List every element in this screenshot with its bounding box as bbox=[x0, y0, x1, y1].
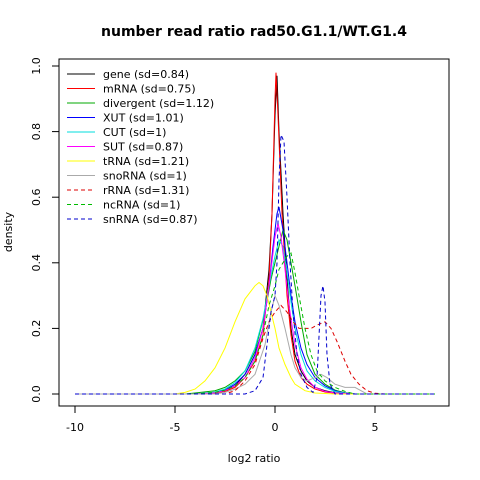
y-tick-label: 0.0 bbox=[30, 385, 43, 403]
x-tick-label: -10 bbox=[66, 421, 84, 434]
legend-label: ncRNA (sd=1) bbox=[103, 199, 180, 212]
series-layer bbox=[75, 72, 435, 395]
legend-label: CUT (sd=1) bbox=[103, 126, 166, 139]
x-tick-label: 0 bbox=[272, 421, 279, 434]
legend-label: XUT (sd=1.01) bbox=[103, 112, 184, 125]
series-line-3 bbox=[75, 206, 435, 395]
legend-label: rRNA (sd=1.31) bbox=[103, 184, 189, 197]
x-tick-label: 5 bbox=[372, 421, 379, 434]
y-axis: 0.0 0.2 0.4 0.6 0.8 1.0 bbox=[30, 57, 60, 403]
legend-label: divergent (sd=1.12) bbox=[103, 97, 214, 110]
y-tick-label: 0.2 bbox=[30, 320, 43, 338]
y-axis-label: density bbox=[2, 211, 15, 252]
legend-label: SUT (sd=0.87) bbox=[103, 141, 183, 154]
series-line-6 bbox=[75, 281, 435, 395]
y-tick-label: 0.8 bbox=[30, 123, 43, 141]
series-line-4 bbox=[75, 238, 435, 395]
legend-label: snoRNA (sd=1) bbox=[103, 170, 187, 183]
legend: gene (sd=0.84) mRNA (sd=0.75)divergent (s… bbox=[67, 68, 214, 226]
y-tick-label: 0.4 bbox=[30, 254, 43, 272]
legend-label: gene (sd=0.84) bbox=[103, 68, 189, 81]
series-line-7 bbox=[75, 293, 435, 395]
legend-label: tRNA (sd=1.21) bbox=[103, 155, 189, 168]
series-line-10 bbox=[75, 134, 435, 395]
legend-label: mRNA (sd=0.75) bbox=[103, 83, 196, 96]
y-tick-label: 1.0 bbox=[30, 57, 43, 75]
y-tick-label: 0.6 bbox=[30, 188, 43, 206]
x-tick-label: -5 bbox=[170, 421, 181, 434]
series-line-1 bbox=[75, 72, 435, 395]
legend-label: snRNA (sd=0.87) bbox=[103, 213, 198, 226]
x-axis-label: log2 ratio bbox=[228, 452, 281, 465]
chart-title: number read ratio rad50.G1.1/WT.G1.4 bbox=[101, 24, 407, 40]
series-line-9 bbox=[75, 252, 435, 395]
series-line-2 bbox=[75, 228, 435, 395]
series-line-5 bbox=[75, 223, 435, 395]
x-axis: -10 -5 0 5 bbox=[66, 405, 379, 434]
